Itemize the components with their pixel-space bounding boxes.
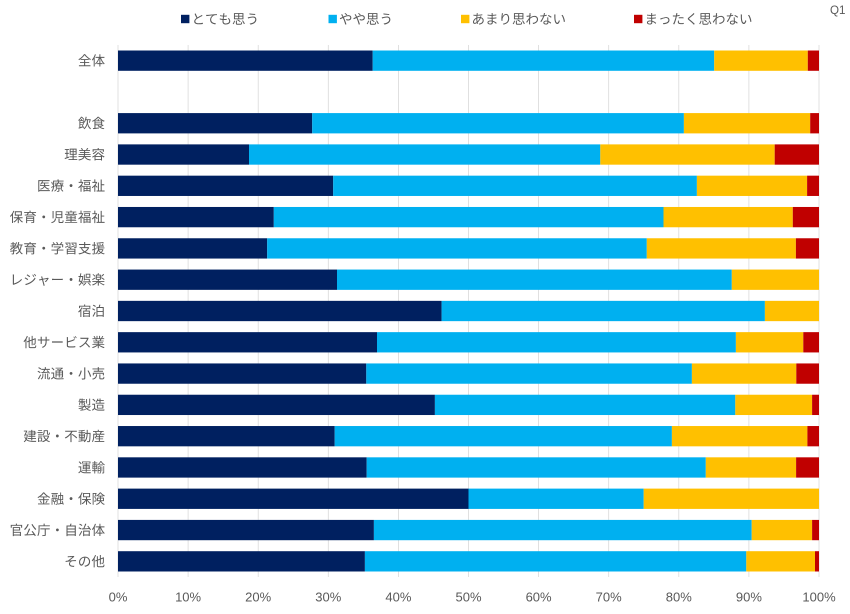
- svg-text:90%: 90%: [736, 590, 762, 605]
- svg-text:20%: 20%: [245, 590, 271, 605]
- svg-text:10%: 10%: [175, 590, 201, 605]
- svg-text:60%: 60%: [526, 590, 552, 605]
- svg-text:0%: 0%: [109, 590, 128, 605]
- svg-text:80%: 80%: [666, 590, 692, 605]
- svg-text:100%: 100%: [802, 590, 836, 605]
- svg-text:50%: 50%: [455, 590, 481, 605]
- svg-text:70%: 70%: [596, 590, 622, 605]
- svg-text:30%: 30%: [315, 590, 341, 605]
- svg-text:40%: 40%: [385, 590, 411, 605]
- svg-text:Q1: Q1: [830, 4, 845, 17]
